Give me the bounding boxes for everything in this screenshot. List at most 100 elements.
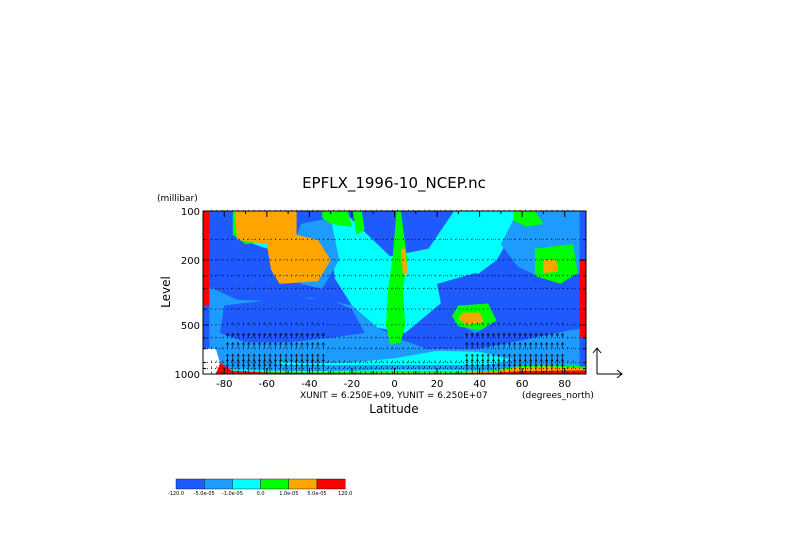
colorbar-label: -1.0e-05 xyxy=(222,491,243,497)
colorbar-label: 0.0 xyxy=(257,491,265,497)
arrow-head xyxy=(300,342,304,345)
contour-region xyxy=(266,234,331,284)
arrow-head xyxy=(295,358,299,362)
x-tick-label: 60 xyxy=(516,379,529,390)
x-tick-label: -80 xyxy=(216,379,232,390)
arrow-head xyxy=(502,353,506,357)
arrow-head xyxy=(529,342,533,345)
arrow-head xyxy=(491,353,495,357)
arrow-head xyxy=(284,363,288,367)
arrow-head xyxy=(545,363,549,367)
y-tick-label: 1000 xyxy=(175,370,200,381)
arrow-head xyxy=(268,358,272,362)
contour-region xyxy=(275,350,514,368)
arrow-head xyxy=(470,353,474,357)
arrow-head xyxy=(465,332,469,336)
arrow-head xyxy=(529,332,533,336)
reference-vector-y-head xyxy=(592,347,602,354)
arrow-head xyxy=(284,353,288,357)
reference-vector xyxy=(592,347,623,379)
vector-unit-label: XUNIT = 6.250E+09, YUNIT = 6.250E+07 xyxy=(300,391,488,401)
y-tick-label: 200 xyxy=(181,256,200,267)
arrow-head xyxy=(305,342,309,345)
x-axis-label: Latitude xyxy=(369,402,418,416)
contour-region xyxy=(322,211,352,227)
arrow-head xyxy=(539,358,543,362)
arrow-head xyxy=(273,358,277,362)
arrow-head xyxy=(305,358,309,362)
arrow-head xyxy=(311,342,315,345)
arrow-head xyxy=(523,332,527,336)
arrow-head xyxy=(502,332,506,336)
arrow-head xyxy=(263,358,267,362)
arrow-head xyxy=(300,353,304,357)
arrow-head xyxy=(486,363,490,367)
arrow-head xyxy=(284,358,288,362)
y-axis: 100 200 500 1000 xyxy=(175,207,586,381)
arrow-head xyxy=(491,363,495,367)
arrow-head xyxy=(545,358,549,362)
contour-region xyxy=(458,312,484,325)
contour-region xyxy=(203,211,210,306)
contour-region xyxy=(234,211,297,245)
arrow-head xyxy=(236,332,240,336)
y-axis-label: Level xyxy=(159,276,173,308)
arrow-head xyxy=(561,353,565,357)
arrow-head xyxy=(539,342,543,345)
arrow-head xyxy=(502,358,506,362)
arrow-head xyxy=(550,332,554,336)
colorbar-swatch xyxy=(232,478,261,490)
arrow-head xyxy=(465,363,469,367)
arrow-head xyxy=(252,363,256,367)
vector-arrows xyxy=(211,209,574,374)
arrow-head xyxy=(295,363,299,367)
x-tick-label: 40 xyxy=(473,379,486,390)
contour-region xyxy=(203,305,210,349)
arrow-head xyxy=(295,353,299,357)
arrow-head xyxy=(491,342,495,345)
arrow-head xyxy=(241,353,245,357)
arrow-head xyxy=(550,358,554,362)
arrow-head xyxy=(491,332,495,336)
arrow-head xyxy=(518,342,522,345)
colorbar-label: 5.0e-05 xyxy=(307,491,326,497)
arrow-head xyxy=(545,332,549,336)
contour-region xyxy=(437,273,578,341)
arrow-head xyxy=(263,342,267,345)
arrow-head xyxy=(475,358,480,362)
arrow-head xyxy=(497,363,501,367)
arrow-head xyxy=(279,358,283,362)
arrow-head xyxy=(523,353,527,357)
arrow-head xyxy=(539,332,543,336)
heatmap-field xyxy=(203,211,586,374)
arrow-head xyxy=(268,353,272,357)
arrow-head xyxy=(486,353,490,357)
arrow-head xyxy=(279,332,283,336)
arrow-head xyxy=(321,332,325,336)
arrow-head xyxy=(321,358,325,362)
arrow-head xyxy=(497,332,501,336)
arrow-head xyxy=(225,358,230,362)
y-tick-label: 100 xyxy=(181,207,200,218)
x-axis: -80 -60 -40 -20 0 20 40 60 80 xyxy=(202,211,587,390)
arrow-head xyxy=(316,358,320,362)
arrow-head xyxy=(529,363,533,367)
arrow-head xyxy=(475,342,480,345)
y-tick-label: 500 xyxy=(181,321,200,332)
arrow-head xyxy=(284,332,288,336)
arrow-head xyxy=(497,358,501,362)
arrow-head xyxy=(311,353,315,357)
x-tick-label: -20 xyxy=(344,379,360,390)
arrow-head xyxy=(236,342,240,345)
arrow-head xyxy=(513,342,517,345)
arrow-head xyxy=(497,342,501,345)
arrow-head xyxy=(486,342,490,345)
contour-region xyxy=(579,211,586,261)
arrow-head xyxy=(311,358,315,362)
arrow-head xyxy=(241,363,245,367)
arrow-head xyxy=(481,353,485,357)
colorbar-label: 120.0 xyxy=(338,491,352,497)
arrow-head xyxy=(225,363,230,367)
arrow-head xyxy=(481,363,485,367)
arrow-head xyxy=(273,342,277,345)
